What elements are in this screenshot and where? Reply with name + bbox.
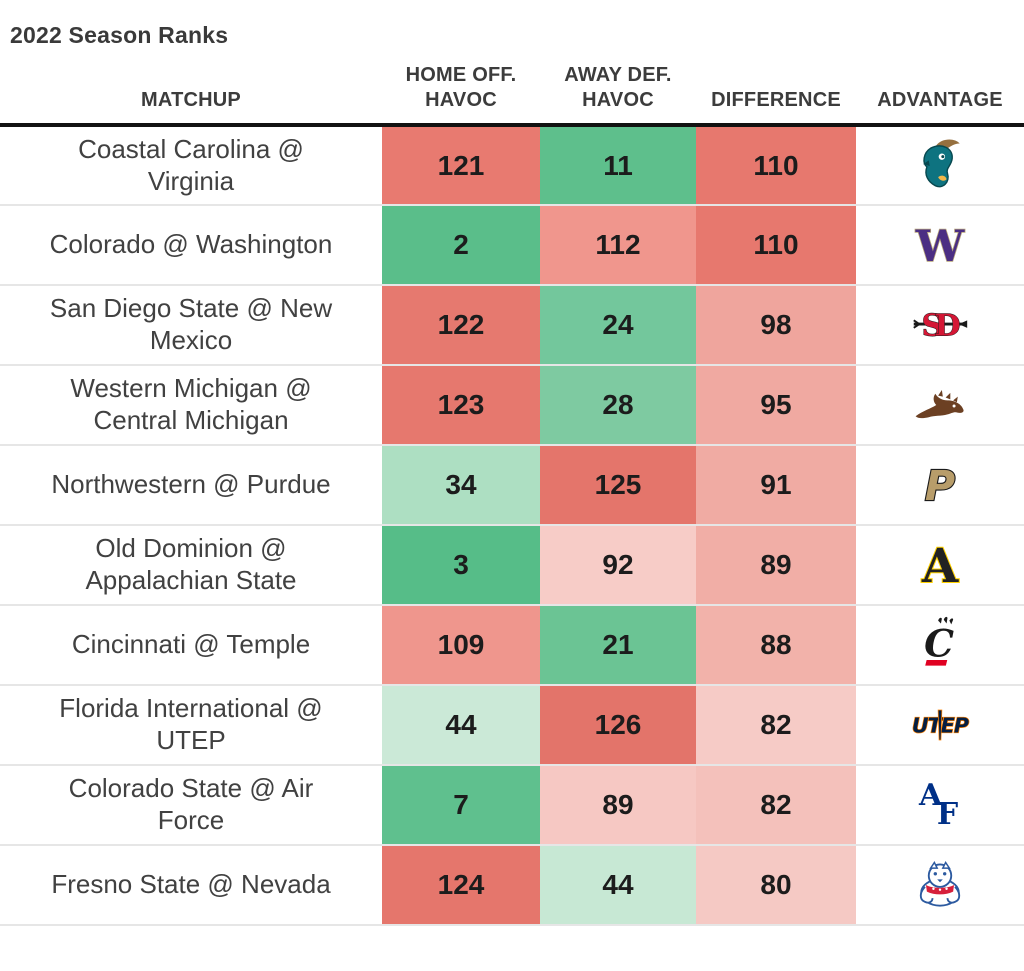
table-row: Old Dominion @ Appalachian State 3 92 89 A bbox=[0, 525, 1024, 606]
table-row: Coastal Carolina @ Virginia 121 11 110 bbox=[0, 125, 1024, 206]
advantage-cell: S D bbox=[856, 285, 1024, 366]
svg-text:D: D bbox=[934, 308, 960, 343]
matchup-cell: San Diego State @ New Mexico bbox=[0, 285, 382, 366]
home-off-havoc-cell: 3 bbox=[382, 525, 540, 606]
matchup-cell: Coastal Carolina @ Virginia bbox=[0, 125, 382, 206]
advantage-cell: A bbox=[856, 525, 1024, 606]
purdue-logo-icon: P bbox=[856, 455, 1024, 515]
san-diego-state-logo-icon: S D bbox=[856, 295, 1024, 355]
away-def-havoc-cell: 24 bbox=[540, 285, 696, 366]
home-off-havoc-cell: 7 bbox=[382, 765, 540, 846]
matchup-cell: Colorado State @ Air Force bbox=[0, 765, 382, 846]
advantage-cell: W bbox=[856, 205, 1024, 286]
home-off-havoc-cell: 2 bbox=[382, 205, 540, 286]
table-row: Cincinnati @ Temple 109 21 88 C bbox=[0, 605, 1024, 686]
difference-cell: 80 bbox=[696, 845, 856, 926]
difference-cell: 82 bbox=[696, 685, 856, 766]
home-off-havoc-cell: 124 bbox=[382, 845, 540, 926]
appalachian-state-logo-icon: A bbox=[856, 535, 1024, 595]
advantage-cell: P bbox=[856, 445, 1024, 526]
home-off-havoc-cell: 121 bbox=[382, 125, 540, 206]
season-ranks-panel: 2022 Season Ranks MATCHUP HOME OFF. HAVO… bbox=[0, 22, 1024, 926]
col-header-matchup: MATCHUP bbox=[0, 63, 382, 127]
col-header-home-off-havoc: HOME OFF. HAVOC bbox=[382, 63, 540, 127]
svg-text:A: A bbox=[918, 778, 943, 813]
cincinnati-logo-icon: C bbox=[856, 615, 1024, 675]
table-header: MATCHUP HOME OFF. HAVOC AWAY DEF. HAVOC … bbox=[0, 63, 1024, 127]
washington-logo-icon: W bbox=[856, 215, 1024, 275]
col-header-advantage: ADVANTAGE bbox=[856, 63, 1024, 127]
advantage-cell bbox=[856, 125, 1024, 206]
table-row: Colorado @ Washington 2 112 110 W bbox=[0, 205, 1024, 286]
fresno-state-logo-icon bbox=[856, 855, 1024, 915]
table-row: Colorado State @ Air Force 7 89 82 A F bbox=[0, 765, 1024, 846]
page-title: 2022 Season Ranks bbox=[10, 22, 229, 48]
home-off-havoc-cell: 109 bbox=[382, 605, 540, 686]
col-header-difference: DIFFERENCE bbox=[696, 63, 856, 127]
difference-cell: 110 bbox=[696, 125, 856, 206]
table-body: Coastal Carolina @ Virginia 121 11 110 Colo… bbox=[0, 125, 1024, 926]
away-def-havoc-cell: 28 bbox=[540, 365, 696, 446]
matchup-cell: Florida International @ UTEP bbox=[0, 685, 382, 766]
away-def-havoc-cell: 44 bbox=[540, 845, 696, 926]
difference-cell: 89 bbox=[696, 525, 856, 606]
air-force-logo-icon: A F bbox=[856, 775, 1024, 835]
advantage-cell bbox=[856, 845, 1024, 926]
matchup-cell: Colorado @ Washington bbox=[0, 205, 382, 286]
table-row: San Diego State @ New Mexico 122 24 98 S D bbox=[0, 285, 1024, 366]
matchup-cell: Western Michigan @ Central Michigan bbox=[0, 365, 382, 446]
home-off-havoc-cell: 44 bbox=[382, 685, 540, 766]
away-def-havoc-cell: 126 bbox=[540, 685, 696, 766]
matchup-cell: Northwestern @ Purdue bbox=[0, 445, 382, 526]
svg-text:A: A bbox=[921, 539, 959, 594]
away-def-havoc-cell: 92 bbox=[540, 525, 696, 606]
advantage-cell: C bbox=[856, 605, 1024, 686]
utep-logo-icon: UTEP bbox=[856, 695, 1024, 755]
ranks-table: MATCHUP HOME OFF. HAVOC AWAY DEF. HAVOC … bbox=[0, 63, 1024, 926]
advantage-cell: A F bbox=[856, 765, 1024, 846]
svg-text:S: S bbox=[922, 308, 944, 343]
away-def-havoc-cell: 112 bbox=[540, 205, 696, 286]
col-header-away-def-havoc: AWAY DEF. HAVOC bbox=[540, 63, 696, 127]
table-row: Fresno State @ Nevada 124 44 80 bbox=[0, 845, 1024, 926]
matchup-cell: Old Dominion @ Appalachian State bbox=[0, 525, 382, 606]
difference-cell: 95 bbox=[696, 365, 856, 446]
home-off-havoc-cell: 122 bbox=[382, 285, 540, 366]
svg-text:F: F bbox=[937, 797, 958, 832]
away-def-havoc-cell: 125 bbox=[540, 445, 696, 526]
matchup-cell: Cincinnati @ Temple bbox=[0, 605, 382, 686]
svg-text:W: W bbox=[915, 222, 965, 272]
advantage-cell bbox=[856, 365, 1024, 446]
coastal-carolina-logo-icon bbox=[856, 136, 1024, 196]
home-off-havoc-cell: 34 bbox=[382, 445, 540, 526]
advantage-cell: UTEP bbox=[856, 685, 1024, 766]
svg-text:C: C bbox=[924, 621, 954, 665]
difference-cell: 82 bbox=[696, 765, 856, 846]
difference-cell: 98 bbox=[696, 285, 856, 366]
table-row: Western Michigan @ Central Michigan 123 28… bbox=[0, 365, 1024, 446]
difference-cell: 88 bbox=[696, 605, 856, 686]
difference-cell: 91 bbox=[696, 445, 856, 526]
home-off-havoc-cell: 123 bbox=[382, 365, 540, 446]
difference-cell: 110 bbox=[696, 205, 856, 286]
western-michigan-logo-icon bbox=[856, 375, 1024, 435]
svg-text:P: P bbox=[925, 462, 955, 510]
away-def-havoc-cell: 11 bbox=[540, 125, 696, 206]
away-def-havoc-cell: 89 bbox=[540, 765, 696, 846]
table-row: Northwestern @ Purdue 34 125 91 P bbox=[0, 445, 1024, 526]
matchup-cell: Fresno State @ Nevada bbox=[0, 845, 382, 926]
away-def-havoc-cell: 21 bbox=[540, 605, 696, 686]
